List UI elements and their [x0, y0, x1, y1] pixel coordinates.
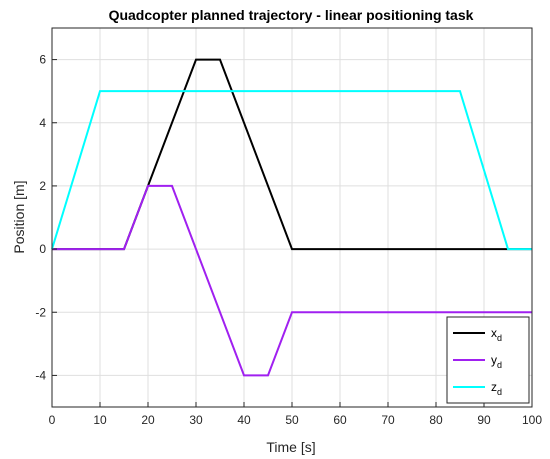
legend-entry-label: zd [491, 380, 502, 397]
y-tick-label: -2 [35, 305, 46, 319]
x-tick-label: 70 [381, 413, 395, 427]
x-tick-label: 30 [189, 413, 203, 427]
x-tick-label: 80 [429, 413, 443, 427]
x-tick-label: 50 [285, 413, 299, 427]
x-axis-label: Time [s] [266, 439, 315, 455]
y-axis-ticks: -4 -2 0 2 4 6 [35, 53, 57, 382]
y-axis-label: Position [m] [11, 180, 27, 253]
series-lines [51, 58, 532, 377]
chart-title: Quadcopter planned trajectory - linear p… [109, 7, 474, 23]
legend-entry-label: yd [491, 353, 502, 370]
legend: xd yd zd [446, 316, 530, 404]
x-tick-label: 100 [522, 413, 542, 427]
y-tick-label: -4 [35, 368, 46, 382]
x-tick-label: 0 [49, 413, 56, 427]
y-tick-label: 2 [39, 179, 46, 193]
x-tick-label: 10 [93, 413, 107, 427]
x-tick-label: 20 [141, 413, 155, 427]
y-tick-label: 0 [39, 242, 46, 256]
x-axis-ticks: 0 10 20 30 40 50 60 70 80 90 100 [49, 402, 542, 427]
series-line-yd [52, 184, 532, 377]
x-tick-label: 60 [333, 413, 347, 427]
x-tick-label: 40 [237, 413, 251, 427]
x-tick-label: 90 [477, 413, 491, 427]
legend-entry-label: xd [491, 326, 502, 343]
series-line-zd [51, 90, 532, 251]
y-tick-label: 6 [39, 53, 46, 67]
y-tick-label: 4 [39, 116, 46, 130]
